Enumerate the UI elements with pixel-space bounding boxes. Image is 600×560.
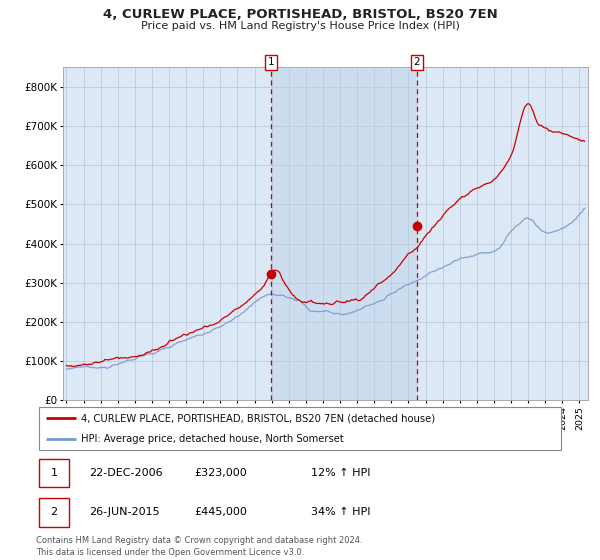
Bar — [271, 67, 417, 400]
Text: 1: 1 — [50, 468, 58, 478]
Text: 26-JUN-2015: 26-JUN-2015 — [89, 507, 160, 517]
Text: 22-DEC-2006: 22-DEC-2006 — [89, 468, 163, 478]
Text: Price paid vs. HM Land Registry's House Price Index (HPI): Price paid vs. HM Land Registry's House … — [140, 21, 460, 31]
Text: 4, CURLEW PLACE, PORTISHEAD, BRISTOL, BS20 7EN (detached house): 4, CURLEW PLACE, PORTISHEAD, BRISTOL, BS… — [81, 413, 435, 423]
Text: 1: 1 — [268, 57, 274, 67]
Text: £445,000: £445,000 — [194, 507, 247, 517]
FancyBboxPatch shape — [38, 498, 69, 526]
Text: 34% ↑ HPI: 34% ↑ HPI — [311, 507, 370, 517]
Text: 2: 2 — [413, 57, 420, 67]
FancyBboxPatch shape — [38, 459, 69, 487]
Text: 12% ↑ HPI: 12% ↑ HPI — [311, 468, 370, 478]
Text: HPI: Average price, detached house, North Somerset: HPI: Average price, detached house, Nort… — [81, 433, 344, 444]
Text: 2: 2 — [50, 507, 58, 517]
FancyBboxPatch shape — [38, 407, 562, 450]
Text: £323,000: £323,000 — [194, 468, 247, 478]
Text: Contains HM Land Registry data © Crown copyright and database right 2024.
This d: Contains HM Land Registry data © Crown c… — [36, 536, 362, 557]
Text: 4, CURLEW PLACE, PORTISHEAD, BRISTOL, BS20 7EN: 4, CURLEW PLACE, PORTISHEAD, BRISTOL, BS… — [103, 8, 497, 21]
